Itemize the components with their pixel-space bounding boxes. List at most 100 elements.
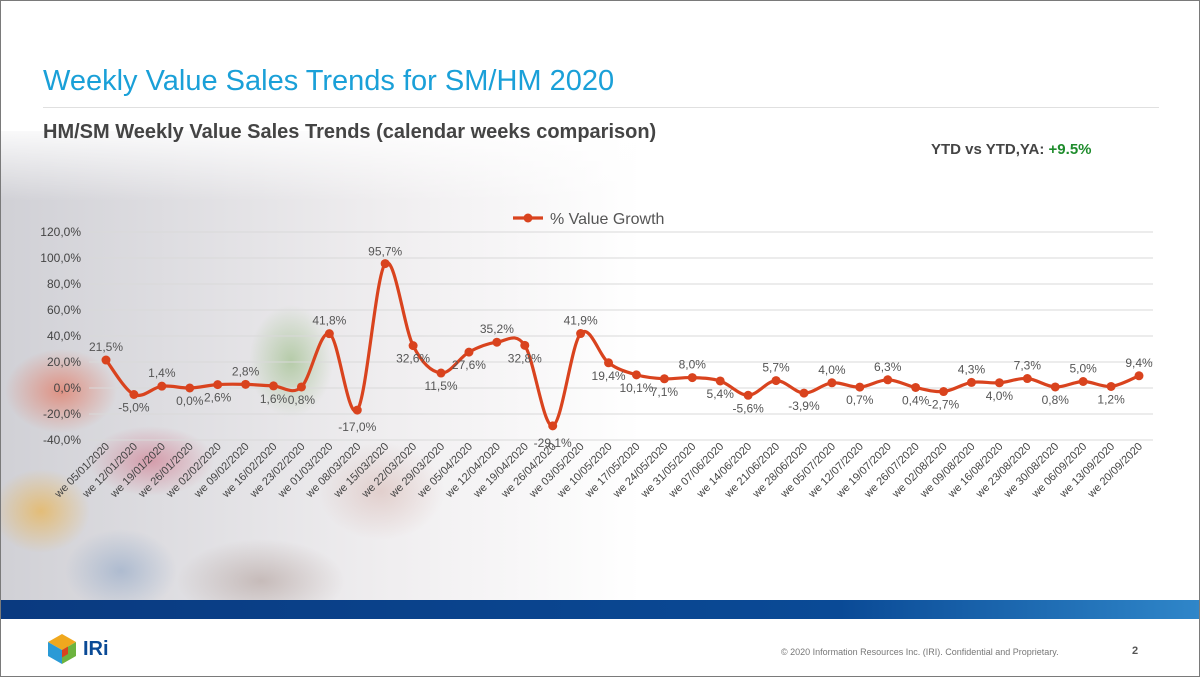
y-tick-label: 100,0%: [40, 251, 81, 265]
data-point: [101, 355, 111, 365]
data-point: [296, 382, 306, 392]
data-label: 0,7%: [846, 393, 874, 407]
data-point: [352, 405, 362, 415]
data-label: 6,3%: [874, 360, 902, 374]
data-point: [827, 378, 837, 388]
data-point: [213, 380, 223, 390]
data-label: 0,0%: [176, 394, 204, 408]
data-label: 41,8%: [312, 314, 346, 328]
data-point: [1022, 374, 1032, 384]
data-label: 5,4%: [707, 387, 735, 401]
data-label: 27,6%: [452, 358, 486, 372]
data-label: 9,4%: [1125, 356, 1153, 370]
slide-title: Weekly Value Sales Trends for SM/HM 2020: [43, 65, 615, 97]
data-point: [743, 390, 753, 400]
data-label: -5,0%: [118, 401, 150, 415]
footer: [1, 619, 1199, 676]
data-label: 0,8%: [1042, 393, 1070, 407]
y-tick-label: 80,0%: [47, 277, 81, 291]
data-point: [436, 368, 446, 378]
data-label: -29,1%: [534, 436, 572, 450]
data-label: 4,0%: [986, 389, 1014, 403]
data-point: [799, 388, 809, 398]
data-label: 8,0%: [679, 358, 707, 372]
data-point: [604, 358, 614, 368]
ytd-summary: YTD vs YTD,YA: +9.5%: [931, 141, 1092, 158]
data-point: [185, 383, 195, 393]
page-number: 2: [1132, 645, 1139, 657]
data-label: 2,6%: [204, 391, 232, 405]
y-tick-label: 120,0%: [40, 225, 81, 239]
background-photo: [1, 131, 641, 601]
y-tick-label: -40,0%: [43, 433, 81, 447]
data-point: [129, 390, 139, 399]
y-tick-label: 40,0%: [47, 329, 81, 343]
data-point: [324, 329, 334, 339]
data-label: 10,1%: [619, 381, 653, 395]
iri-cube-icon: [48, 634, 76, 664]
data-label: 7,3%: [1014, 359, 1042, 373]
data-point: [1050, 382, 1060, 392]
y-tick-label: 20,0%: [47, 355, 81, 369]
data-point: [380, 259, 390, 269]
data-label: 19,4%: [592, 369, 626, 383]
data-point: [855, 382, 865, 392]
legend-marker: [523, 213, 533, 223]
y-tick-label: 60,0%: [47, 303, 81, 317]
data-label: 11,5%: [424, 379, 457, 393]
title-divider: [43, 107, 1159, 108]
data-label: 32,8%: [508, 351, 542, 365]
data-label: 0,4%: [902, 393, 930, 407]
data-point: [157, 381, 167, 391]
data-point: [1134, 371, 1144, 381]
data-point: [241, 379, 251, 389]
data-label: 41,9%: [564, 314, 598, 328]
data-point: [631, 370, 641, 380]
data-point: [269, 381, 279, 391]
data-point: [492, 337, 502, 347]
chart-subtitle: HM/SM Weekly Value Sales Trends (calenda…: [43, 121, 657, 143]
data-label: 32,6%: [396, 352, 430, 366]
y-tick-label: 0,0%: [54, 381, 82, 395]
series-line: [104, 261, 1140, 428]
data-point: [1106, 381, 1116, 391]
data-point: [994, 378, 1004, 388]
data-point: [883, 375, 893, 385]
data-point: [687, 373, 697, 383]
data-point: [464, 347, 474, 357]
line-chart: 120,0% 100,0% 80,0% 60,0% 40,0% 20,0% 0,0% -20,…: [40, 211, 1153, 501]
data-label: -2,7%: [928, 398, 960, 412]
ytd-value: +9.5%: [1048, 141, 1092, 158]
data-point: [771, 376, 781, 386]
data-label: 7,1%: [651, 385, 679, 399]
data-label: 5,7%: [762, 361, 790, 375]
y-tick-label: -20,0%: [43, 407, 81, 421]
data-label: 4,0%: [818, 363, 846, 377]
data-point: [966, 377, 976, 387]
data-label: 0,8%: [288, 393, 316, 407]
data-point: [1078, 377, 1088, 386]
data-label: -17,0%: [338, 420, 376, 434]
data-label: 4,3%: [958, 362, 986, 376]
iri-logo: IRi: [47, 633, 109, 665]
data-label: 1,4%: [148, 366, 176, 380]
logo-text: IRi: [83, 637, 109, 660]
background-fade: [1, 1, 1199, 201]
data-label: 21,5%: [89, 340, 123, 354]
data-label: 95,7%: [368, 245, 402, 259]
data-point: [659, 374, 669, 384]
data-point: [548, 421, 558, 431]
data-point: [715, 376, 725, 386]
footer-band: [1, 600, 1199, 619]
data-label: 2,8%: [232, 364, 260, 378]
data-label: 5,0%: [1069, 362, 1097, 376]
data-label: 1,2%: [1097, 392, 1125, 406]
copyright-text: © 2020 Information Resources Inc. (IRI).…: [781, 647, 1059, 657]
data-point: [939, 387, 949, 397]
data-point: [520, 340, 530, 350]
ytd-label: YTD vs YTD,YA:: [931, 141, 1045, 158]
data-point: [408, 341, 418, 351]
data-label: 35,2%: [480, 322, 514, 336]
data-point: [911, 382, 921, 392]
